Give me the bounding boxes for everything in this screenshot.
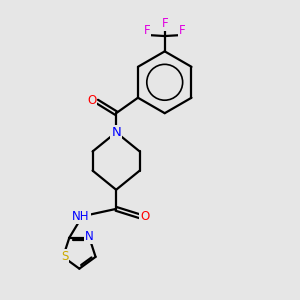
Text: N: N bbox=[85, 230, 94, 243]
Text: N: N bbox=[111, 126, 121, 139]
Text: F: F bbox=[161, 17, 168, 30]
Text: O: O bbox=[140, 210, 150, 223]
Text: NH: NH bbox=[72, 210, 90, 223]
Text: O: O bbox=[87, 94, 96, 107]
Text: F: F bbox=[144, 24, 150, 37]
Text: F: F bbox=[179, 24, 186, 37]
Text: S: S bbox=[61, 250, 68, 263]
